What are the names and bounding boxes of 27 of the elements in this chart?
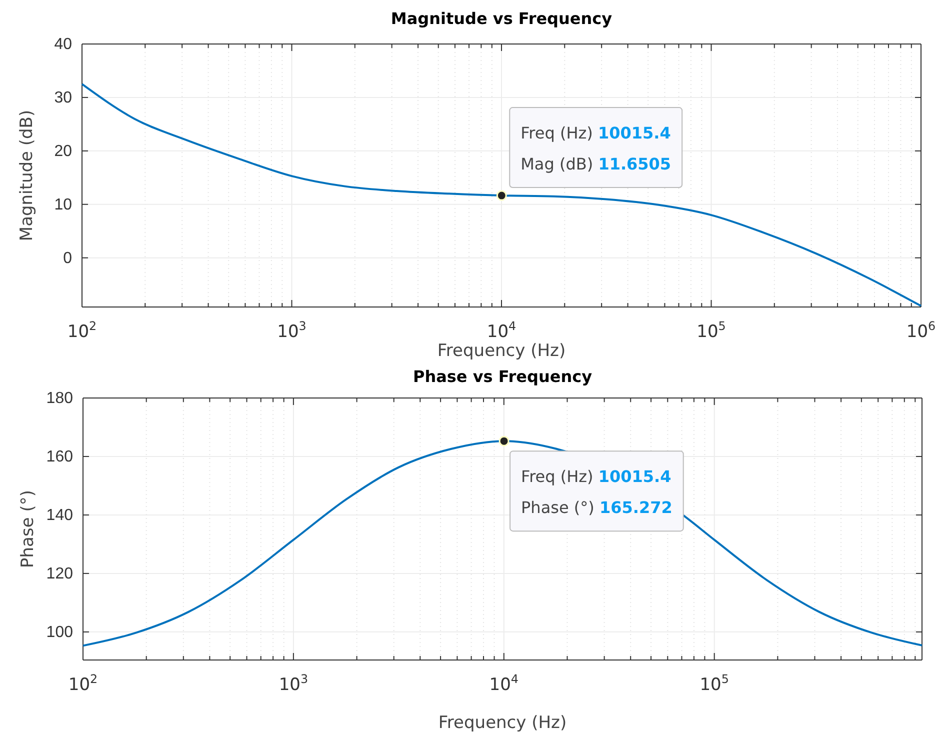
y-tick-label: 30 (54, 90, 72, 107)
y-axis-title: Magnitude (dB) (17, 110, 37, 242)
y-tick-label: 0 (63, 250, 72, 267)
x-tick-label: 10$^{2}$ (68, 672, 98, 695)
y-tick-label: 20 (54, 143, 72, 160)
x-tick-label: 10$^{4}$ (489, 672, 518, 695)
annotation: Freq (Hz) 10015.4 Phase (°) 165.272 (521, 467, 672, 518)
chart-title: Magnitude vs Frequency (390, 9, 613, 28)
annotation: Freq (Hz) 10015.4 Mag (dB) 11.6505 (520, 124, 672, 174)
x-tick-label: 10$^{5}$ (700, 672, 729, 695)
x-axis-title: Frequency (Hz) (438, 713, 567, 733)
x-tick-label: 10$^{6}$ (906, 319, 936, 342)
x-tick-label: 10$^{3}$ (277, 319, 306, 342)
y-tick-label: 180 (46, 390, 74, 408)
y-tick-label: 120 (46, 566, 74, 583)
x-tick-label: 10$^{5}$ (696, 319, 726, 342)
x-tick-label: 10$^{4}$ (486, 319, 516, 342)
chart-title: Phase vs Frequency (412, 367, 593, 386)
y-tick-label: 10 (54, 196, 72, 214)
x-tick-label: 10$^{2}$ (67, 319, 97, 342)
x-tick-label: 10$^{3}$ (278, 672, 308, 695)
y-tick-label: 160 (46, 448, 74, 466)
y-axis-title: Phase (°) (18, 490, 38, 568)
y-tick-label: 40 (54, 36, 72, 54)
y-tick-label: 140 (46, 507, 74, 524)
x-axis-title: Frequency (Hz) (437, 341, 566, 361)
y-tick-label: 100 (46, 624, 74, 642)
